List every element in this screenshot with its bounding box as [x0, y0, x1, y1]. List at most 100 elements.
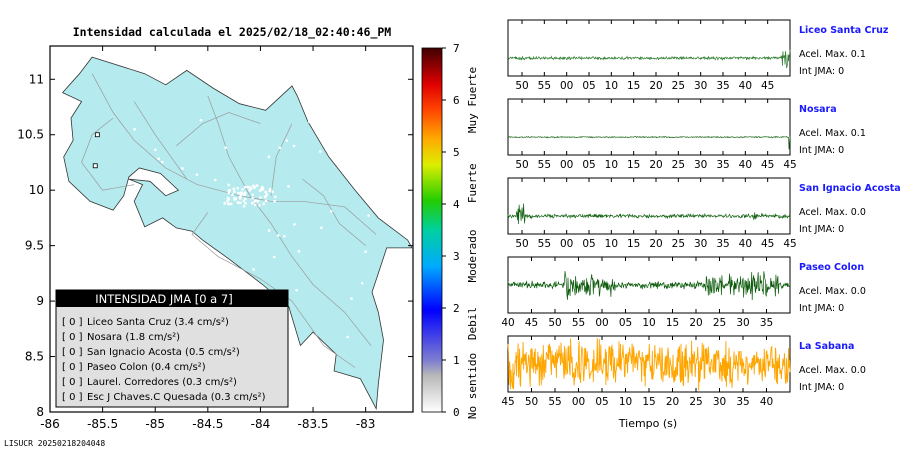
time-tick-label: 50 — [515, 159, 528, 171]
time-tick-label: 55 — [548, 396, 561, 408]
time-tick-label: 15 — [627, 80, 640, 92]
station-jma-intensity: Int JMA: 0 — [799, 382, 844, 393]
colorbar-class-label: Debil — [466, 307, 479, 340]
legend-item-label: Paseo Colon (0.4 cm/s²) — [87, 362, 206, 373]
legend-item: [ 0 ] Paseo Colon (0.4 cm/s²) — [62, 362, 206, 373]
latitude-axis: 11 10.5 10 9.5 9 8.5 8 — [17, 72, 413, 419]
time-tick-label: 05 — [619, 317, 632, 329]
legend-item-code: [ 0 ] — [62, 362, 83, 373]
time-tick-label: 30 — [694, 238, 707, 250]
time-tick-label: 00 — [595, 317, 608, 329]
legend-item: [ 0 ] Nosara (1.8 cm/s²) — [62, 332, 180, 343]
time-tick-label: 45 — [761, 238, 774, 250]
lon-tick-label: -85 — [145, 417, 165, 431]
legend-item: [ 0 ] Esc J Chaves.C Quesada (0.3 cm/s²) — [62, 392, 266, 403]
legend-item: [ 0 ] San Ignacio Acosta (0.5 cm/s²) — [62, 347, 240, 358]
time-tick-label: 20 — [649, 238, 662, 250]
intensity-colorbar: 0 1 2 3 4 5 6 7 No sentido Debil Moderado Fuerte Mu… — [421, 42, 479, 419]
time-tick-label: 00 — [560, 80, 573, 92]
intensity-legend: INTENSIDAD JMA [0 a 7] [ 0 ] Liceo Santa … — [55, 289, 289, 408]
time-tick-label: 35 — [716, 80, 729, 92]
colorbar-tick-label: 7 — [453, 42, 460, 55]
seismogram-panels: 50 55 00 05 10 15 20 25 30 35 40 45 Liceo Santa Cruz… — [501, 19, 901, 408]
time-tick-label: 40 — [760, 396, 773, 408]
colorbar-class-label: Moderado — [466, 230, 479, 283]
lat-tick-label: 9.5 — [25, 239, 44, 253]
station-max-accel: Acel. Max. 0.1 — [799, 128, 866, 139]
time-tick-label: 50 — [515, 238, 528, 250]
time-tick-label: 55 — [538, 159, 551, 171]
time-tick-label: 40 — [739, 238, 752, 250]
legend-item-label: Esc J Chaves.C Quesada (0.3 cm/s²) — [87, 392, 266, 403]
time-tick-label: 00 — [560, 159, 573, 171]
colorbar-class-label: No sentido — [466, 353, 479, 419]
time-tick-label: 05 — [582, 80, 595, 92]
time-tick-label: 40 — [739, 159, 752, 171]
lat-tick-label: 10 — [29, 183, 44, 197]
time-tick-label: 10 — [605, 238, 618, 250]
legend-item: [ 0 ] Laurel. Corredores (0.3 cm/s²) — [62, 377, 237, 388]
time-tick-label: 55 — [538, 80, 551, 92]
lat-tick-label: 8 — [36, 405, 44, 419]
time-tick-label: 45 — [525, 317, 538, 329]
station-name: San Ignacio Acosta — [799, 183, 901, 194]
time-tick-label: 30 — [713, 396, 726, 408]
time-tick-label: 35 — [736, 396, 749, 408]
colorbar-tick-label: 3 — [453, 250, 460, 263]
colorbar-gradient — [421, 47, 443, 413]
map-frame — [49, 45, 414, 413]
legend-item-label: Liceo Santa Cruz (3.4 cm/s²) — [87, 317, 229, 328]
seismogram-panel: 50 55 00 05 10 15 20 25 30 35 40 45 45 Nosara Acel. Ma… — [507, 98, 866, 171]
footer-id: LISUCR 20250218204048 — [4, 439, 106, 448]
time-tick-label: 10 — [642, 317, 655, 329]
longitude-axis: -86 -85.5 -85 -84.5 -84 -83.5 -83 — [40, 46, 375, 431]
time-tick-label: 25 — [713, 317, 726, 329]
time-tick-label: 05 — [582, 238, 595, 250]
colorbar-class-label: Fuerte — [466, 163, 479, 203]
station-name: La Sabana — [799, 341, 854, 352]
lon-tick-label: -83 — [356, 417, 376, 431]
time-tick-label: 55 — [572, 317, 585, 329]
colorbar-tick-label: 5 — [453, 146, 460, 159]
time-tick-label: 05 — [595, 396, 608, 408]
road-network — [81, 73, 384, 368]
time-tick-label: 00 — [560, 238, 573, 250]
seismogram-trace — [507, 135, 791, 150]
time-tick-label: 45 — [501, 396, 514, 408]
time-tick-label: 15 — [627, 238, 640, 250]
seismogram-panel: 50 55 00 05 10 15 20 25 30 35 40 45 Liceo Santa Cruz… — [507, 19, 889, 92]
map-title: Intensidad calculada el 2025/02/18_02:40… — [73, 25, 392, 40]
seismogram-trace — [507, 271, 791, 301]
lat-tick-label: 10.5 — [17, 128, 44, 142]
time-tick-label: 45 — [761, 159, 774, 171]
time-tick-label: 35 — [760, 317, 773, 329]
time-tick-label: 25 — [672, 238, 685, 250]
station-max-accel: Acel. Max. 0.0 — [799, 365, 866, 376]
time-tick-label: 05 — [582, 159, 595, 171]
station-jma-intensity: Int JMA: 0 — [799, 145, 844, 156]
lon-tick-label: -85.5 — [87, 417, 118, 431]
costa-rica-land — [61, 56, 413, 411]
seismogram-trace — [507, 49, 791, 69]
time-tick-label: 10 — [605, 80, 618, 92]
legend-item-code: [ 0 ] — [62, 377, 83, 388]
seismogram-panel: 50 55 00 05 10 15 20 25 30 35 40 45 45 San Ignacio Ac… — [507, 177, 901, 250]
seismogram-trace — [507, 338, 791, 391]
time-tick-label: 25 — [689, 396, 702, 408]
station-jma-intensity: Int JMA: 0 — [799, 303, 844, 314]
time-tick-label: 50 — [515, 80, 528, 92]
time-axis-label: Tiempo (s) — [618, 417, 677, 430]
legend-title: INTENSIDAD JMA [0 a 7] — [95, 292, 232, 306]
colorbar-tick-label: 0 — [453, 406, 460, 419]
time-tick-label: 10 — [619, 396, 632, 408]
station-name: Paseo Colon — [799, 262, 864, 273]
lat-tick-label: 11 — [29, 72, 44, 86]
time-tick-label: 20 — [649, 159, 662, 171]
seismogram-panel: 45 50 55 00 05 10 15 20 25 30 35 40 La Sabana Acel. M… — [501, 335, 866, 408]
lat-tick-label: 9 — [36, 294, 44, 308]
time-tick-label: 30 — [694, 159, 707, 171]
colorbar-class-label: Muy Fuerte — [466, 67, 479, 133]
colorbar-tick-label: 6 — [453, 94, 460, 107]
time-tick-label: 15 — [627, 159, 640, 171]
